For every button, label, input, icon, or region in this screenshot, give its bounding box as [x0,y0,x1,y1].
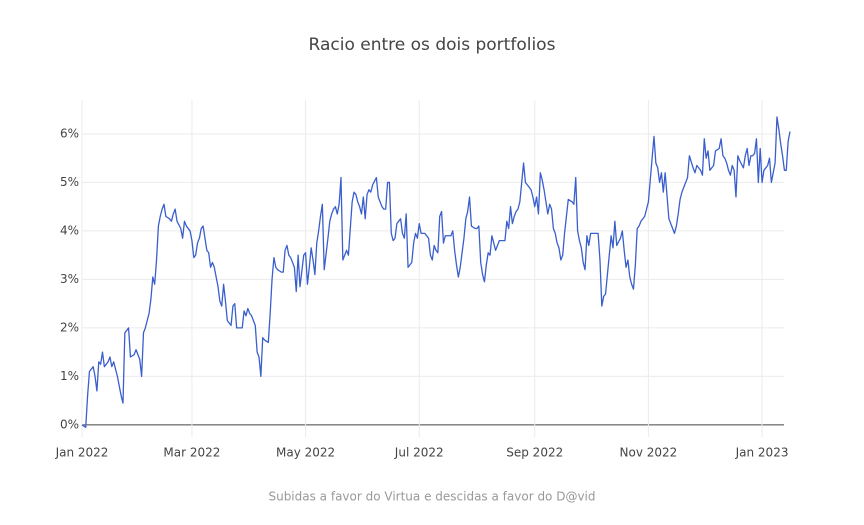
y-tick-label: 3% [60,272,79,286]
y-tick-label: 1% [60,369,79,383]
x-tick-label: Jan 2023 [735,446,789,460]
x-tick-label: Nov 2022 [620,446,678,460]
data-line [81,116,791,428]
x-axis-title: Subidas a favor do Virtua e descidas a f… [268,490,595,504]
y-tick-label: 6% [60,126,79,140]
y-tick-label: 0% [60,417,79,431]
chart-title: Racio entre os dois portfolios [309,35,556,55]
x-tick-label: Jul 2022 [394,446,444,460]
y-tick-label: 5% [60,175,79,189]
x-tick-label: Sep 2022 [506,446,563,460]
x-tick-label: Mar 2022 [163,446,220,460]
y-tick-label: 2% [60,320,79,334]
x-tick-label: May 2022 [276,446,335,460]
y-tick-label: 4% [60,223,79,237]
x-tick-label: Jan 2022 [55,446,109,460]
